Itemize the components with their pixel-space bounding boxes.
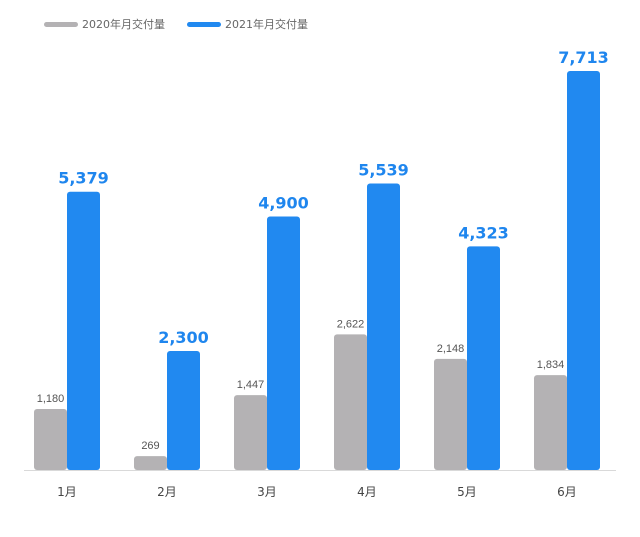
bar-2020 xyxy=(534,375,567,470)
bar-2021 xyxy=(467,246,500,470)
bar-2020 xyxy=(34,408,67,470)
x-tick-label: 1月 xyxy=(57,485,77,499)
bar-2021 xyxy=(567,71,600,470)
data-label-2021: 2,300 xyxy=(158,328,209,347)
legend-swatch-2021 xyxy=(187,21,221,27)
data-label-2021: 5,539 xyxy=(358,160,409,179)
data-label-2020: 2,622 xyxy=(337,318,365,330)
legend-swatch-2020 xyxy=(44,21,78,27)
legend-item-2021: 2021年月交付量 xyxy=(187,16,308,32)
bar-2020 xyxy=(434,358,467,470)
data-label-2020: 269 xyxy=(141,440,159,452)
data-label-2021: 4,323 xyxy=(458,223,509,242)
data-label-2021: 7,713 xyxy=(558,48,609,67)
bar-2020 xyxy=(134,456,167,470)
bar-2021 xyxy=(367,183,400,470)
data-label-2020: 1,834 xyxy=(537,359,565,371)
x-tick-label: 5月 xyxy=(457,485,477,499)
bar-2021 xyxy=(167,351,200,470)
x-tick-label: 4月 xyxy=(357,485,377,499)
legend-label-2020: 2020年月交付量 xyxy=(82,18,165,31)
bar-2020 xyxy=(334,334,367,470)
bar-2021 xyxy=(67,191,100,470)
bar-2021 xyxy=(267,216,300,470)
bar-2020 xyxy=(234,395,267,470)
data-label-2020: 2,148 xyxy=(437,343,465,355)
x-tick-label: 2月 xyxy=(157,485,177,499)
legend-item-2020: 2020年月交付量 xyxy=(44,16,165,32)
data-label-2021: 4,900 xyxy=(258,194,309,213)
x-tick-label: 3月 xyxy=(257,485,277,499)
data-label-2021: 5,379 xyxy=(58,169,109,188)
legend-label-2021: 2021年月交付量 xyxy=(225,18,308,31)
data-label-2020: 1,180 xyxy=(37,393,65,405)
data-label-2020: 1,447 xyxy=(237,379,265,391)
x-tick-label: 6月 xyxy=(557,485,577,499)
legend: 2020年月交付量 2021年月交付量 xyxy=(44,16,330,32)
